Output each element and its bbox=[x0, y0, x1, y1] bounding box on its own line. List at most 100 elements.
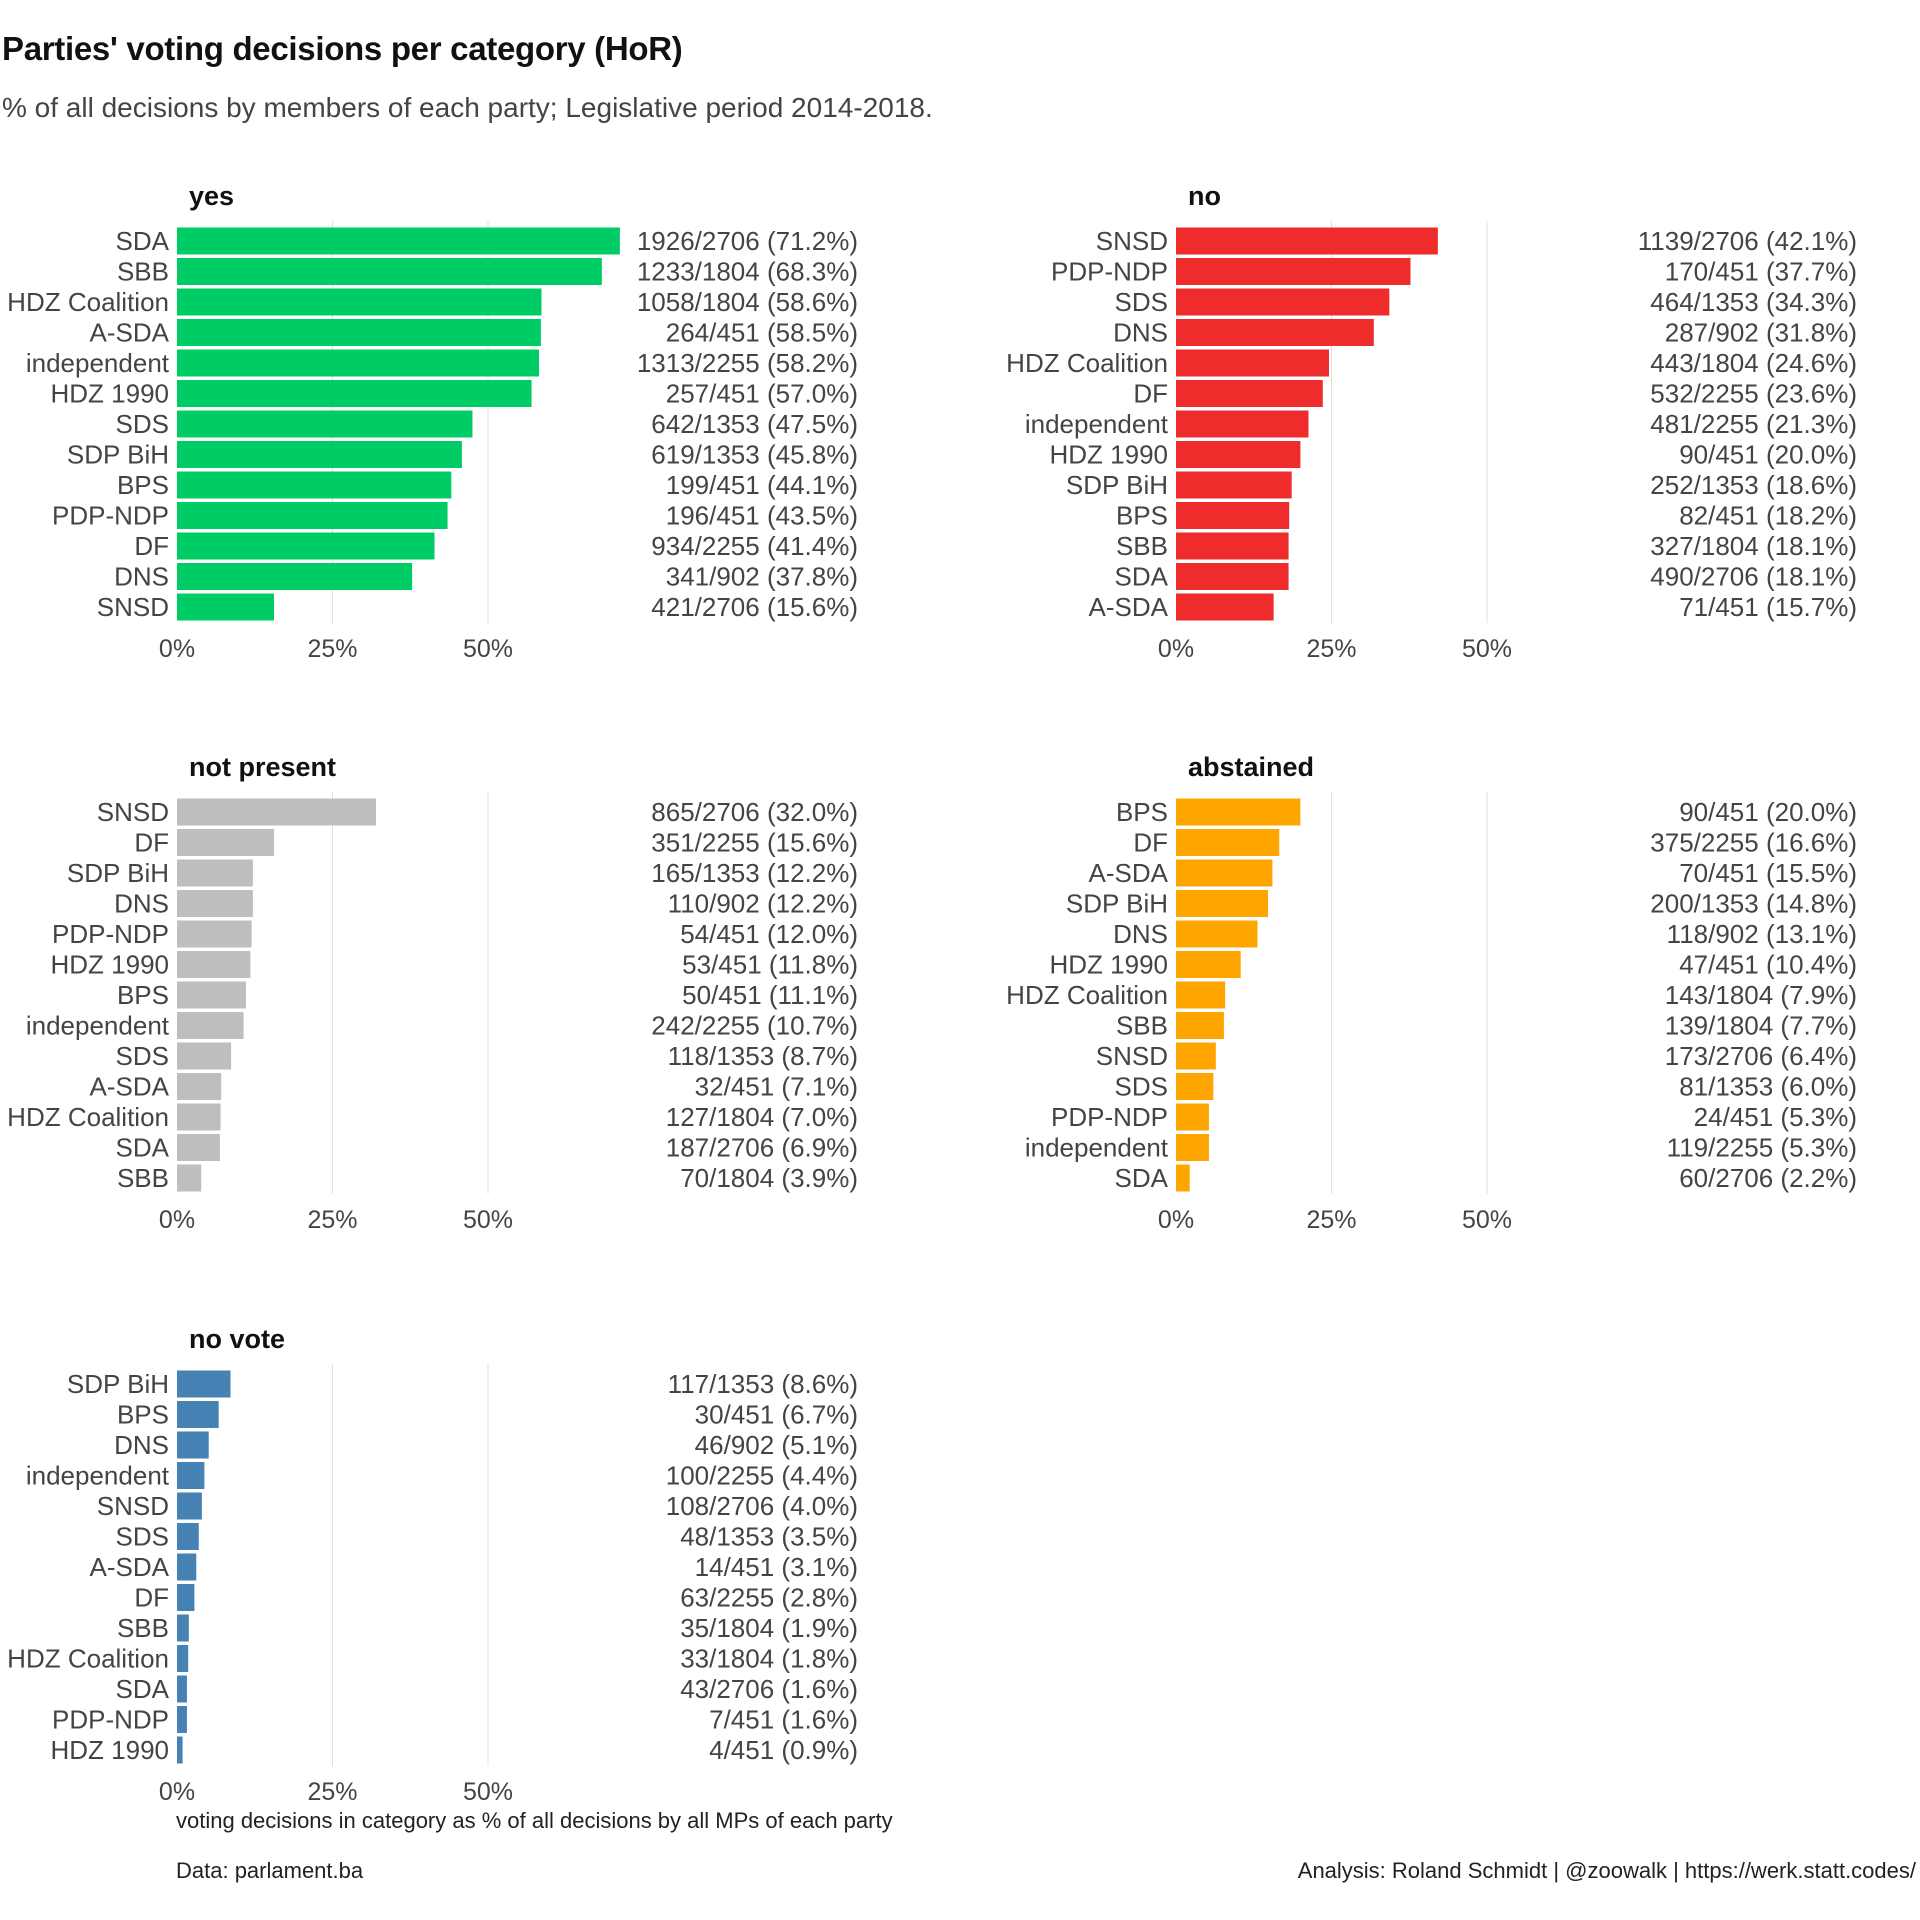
category-label: SNSD bbox=[97, 592, 169, 622]
bar-yes bbox=[177, 532, 435, 560]
category-label: SDS bbox=[116, 1041, 169, 1071]
value-label: 264/451 (58.5%) bbox=[666, 318, 858, 348]
bar-not-present bbox=[177, 1134, 220, 1161]
value-label: 242/2255 (10.7%) bbox=[651, 1011, 858, 1041]
bar-abstained bbox=[1176, 1073, 1214, 1100]
bar-no-vote bbox=[177, 1706, 187, 1733]
x-tick-label: 50% bbox=[1462, 635, 1512, 663]
category-label: HDZ Coalition bbox=[7, 1644, 169, 1674]
category-label: HDZ 1990 bbox=[1050, 440, 1169, 470]
bar-not-present bbox=[177, 859, 253, 887]
bar-abstained bbox=[1176, 798, 1301, 826]
value-label: 1139/2706 (42.1%) bbox=[1638, 226, 1857, 256]
category-label: independent bbox=[1025, 1133, 1169, 1163]
value-label: 47/451 (10.4%) bbox=[1679, 950, 1857, 980]
x-tick-label: 0% bbox=[1158, 1206, 1194, 1234]
value-label: 1233/1804 (68.3%) bbox=[637, 257, 858, 287]
facet-title-no: no bbox=[1188, 181, 1221, 211]
value-label: 43/2706 (1.6%) bbox=[680, 1674, 858, 1704]
value-label: 70/451 (15.5%) bbox=[1679, 858, 1857, 888]
category-label: independent bbox=[26, 1461, 170, 1491]
category-label: BPS bbox=[117, 470, 169, 500]
bar-not-present bbox=[177, 920, 252, 948]
x-tick-label: 25% bbox=[307, 1206, 357, 1234]
facet-title-no-vote: no vote bbox=[189, 1324, 285, 1354]
value-label: 532/2255 (23.6%) bbox=[1650, 379, 1857, 409]
category-label: independent bbox=[26, 348, 170, 378]
bar-no bbox=[1176, 288, 1390, 316]
category-label: A-SDA bbox=[1089, 858, 1169, 888]
value-label: 865/2706 (32.0%) bbox=[651, 797, 858, 827]
category-label: A-SDA bbox=[1089, 592, 1169, 622]
bar-no-vote bbox=[177, 1462, 205, 1489]
bar-yes bbox=[177, 502, 448, 529]
category-label: BPS bbox=[1116, 797, 1168, 827]
bar-no-vote bbox=[177, 1523, 199, 1550]
bar-abstained bbox=[1176, 829, 1280, 856]
value-label: 443/1804 (24.6%) bbox=[1650, 348, 1857, 378]
x-tick-label: 0% bbox=[159, 635, 195, 663]
bar-yes bbox=[177, 471, 452, 499]
value-label: 421/2706 (15.6%) bbox=[651, 592, 858, 622]
bar-abstained bbox=[1176, 1042, 1216, 1070]
category-label: SBB bbox=[1116, 1011, 1168, 1041]
bar-yes bbox=[177, 441, 462, 468]
bar-not-present bbox=[177, 1042, 232, 1070]
source-note: Data: parlament.ba bbox=[176, 1858, 364, 1883]
bar-yes bbox=[177, 319, 541, 346]
value-label: 642/1353 (47.5%) bbox=[651, 409, 858, 439]
value-label: 60/2706 (2.2%) bbox=[1679, 1163, 1857, 1193]
bar-abstained bbox=[1176, 1103, 1209, 1131]
value-label: 341/902 (37.8%) bbox=[666, 562, 858, 592]
bar-no-vote bbox=[177, 1370, 231, 1398]
value-label: 490/2706 (18.1%) bbox=[1650, 562, 1857, 592]
category-label: PDP-NDP bbox=[52, 1705, 169, 1735]
value-label: 71/451 (15.7%) bbox=[1679, 592, 1857, 622]
category-label: BPS bbox=[1116, 501, 1168, 531]
value-label: 199/451 (44.1%) bbox=[666, 470, 858, 500]
value-label: 287/902 (31.8%) bbox=[1665, 318, 1857, 348]
bar-no bbox=[1176, 593, 1274, 621]
bar-no-vote bbox=[177, 1401, 219, 1428]
bar-yes bbox=[177, 227, 620, 255]
category-label: SBB bbox=[117, 1613, 169, 1643]
category-label: DF bbox=[134, 828, 169, 858]
value-label: 46/902 (5.1%) bbox=[695, 1430, 858, 1460]
bar-yes bbox=[177, 563, 413, 590]
value-label: 173/2706 (6.4%) bbox=[1665, 1041, 1857, 1071]
category-label: HDZ Coalition bbox=[1006, 980, 1168, 1010]
bar-not-present bbox=[177, 981, 247, 1009]
category-label: SDA bbox=[1115, 562, 1169, 592]
value-label: 327/1804 (18.1%) bbox=[1650, 531, 1857, 561]
chart-subtitle: % of all decisions by members of each pa… bbox=[2, 92, 933, 123]
category-label: HDZ 1990 bbox=[51, 950, 170, 980]
category-label: SBB bbox=[1116, 531, 1168, 561]
bar-no bbox=[1176, 471, 1292, 499]
value-label: 30/451 (6.7%) bbox=[695, 1400, 858, 1430]
bar-not-present bbox=[177, 1164, 202, 1192]
bar-no-vote bbox=[177, 1584, 195, 1611]
value-label: 170/451 (37.7%) bbox=[1665, 257, 1857, 287]
bar-abstained bbox=[1176, 859, 1273, 887]
x-tick-label: 0% bbox=[1158, 635, 1194, 663]
value-label: 50/451 (11.1%) bbox=[682, 980, 858, 1010]
category-label: SDS bbox=[116, 1522, 169, 1552]
category-label: SNSD bbox=[97, 797, 169, 827]
x-axis-caption: voting decisions in category as % of all… bbox=[176, 1808, 893, 1833]
value-label: 81/1353 (6.0%) bbox=[1679, 1072, 1857, 1102]
chart-title: Parties' voting decisions per category (… bbox=[2, 30, 683, 67]
value-label: 375/2255 (16.6%) bbox=[1650, 828, 1857, 858]
value-label: 139/1804 (7.7%) bbox=[1665, 1011, 1857, 1041]
category-label: SDS bbox=[116, 409, 169, 439]
value-label: 90/451 (20.0%) bbox=[1679, 797, 1857, 827]
bar-no bbox=[1176, 258, 1411, 285]
value-label: 351/2255 (15.6%) bbox=[651, 828, 858, 858]
category-label: BPS bbox=[117, 1400, 169, 1430]
bar-not-present bbox=[177, 951, 251, 978]
category-label: BPS bbox=[117, 980, 169, 1010]
x-tick-label: 50% bbox=[463, 1778, 513, 1806]
value-label: 118/1353 (8.7%) bbox=[668, 1041, 858, 1071]
category-label: SDP BiH bbox=[1066, 889, 1168, 919]
category-label: independent bbox=[26, 1011, 170, 1041]
category-label: SDP BiH bbox=[67, 440, 169, 470]
